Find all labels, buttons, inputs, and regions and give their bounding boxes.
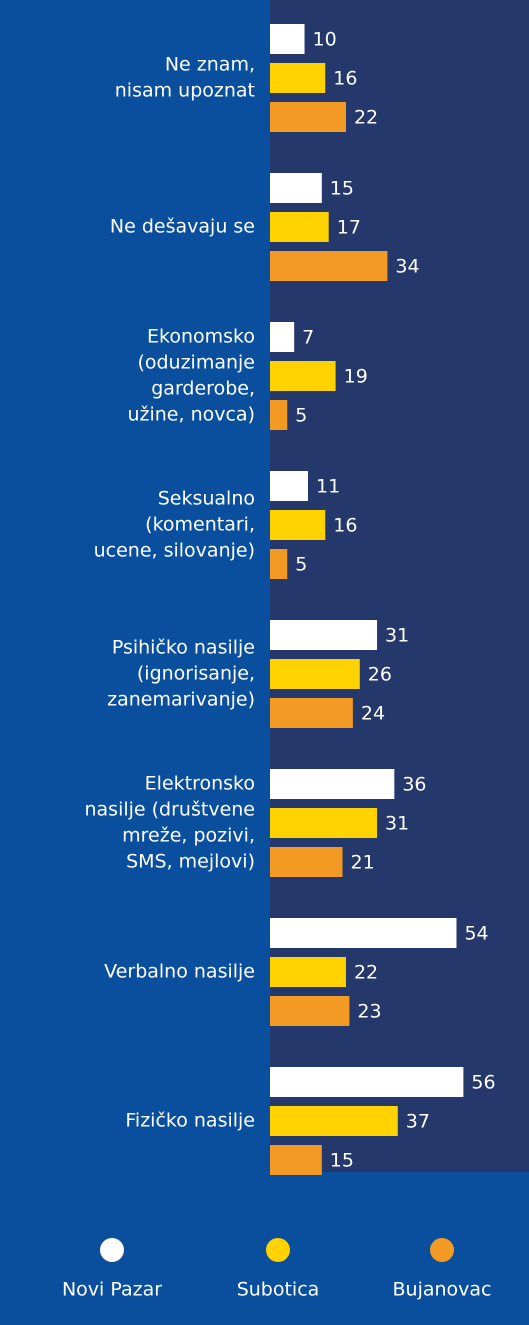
value-label: 11: [316, 476, 340, 498]
legend-label: Bujanovac: [393, 1279, 492, 1301]
bar: [270, 996, 350, 1026]
category-label: Seksualno: [158, 488, 255, 510]
category-label: mreže, pozivi,: [122, 825, 255, 847]
value-label: 17: [337, 217, 361, 239]
bar: [270, 63, 326, 93]
category-label: Ne znam,: [165, 54, 255, 76]
bar: [270, 918, 457, 948]
category-label: užine, novca): [127, 404, 255, 426]
category-label: SMS, mejlovi): [126, 851, 255, 873]
value-label: 31: [385, 813, 409, 835]
value-label: 5: [295, 405, 307, 427]
bar: [270, 659, 360, 689]
value-label: 56: [471, 1072, 495, 1094]
bar: [270, 1106, 398, 1136]
category-label: (komentari,: [145, 514, 255, 536]
value-label: 7: [302, 327, 314, 349]
bar: [270, 620, 378, 650]
category-label: (oduzimanje: [137, 352, 255, 374]
category-label: nisam upoznat: [115, 80, 255, 102]
value-label: 34: [395, 256, 419, 278]
category-label: Verbalno nasilje: [104, 961, 255, 983]
legend-marker: [430, 1238, 454, 1262]
category-label: nasilje (društvene: [85, 799, 256, 821]
bar: [270, 24, 305, 54]
bar: [270, 808, 378, 838]
bar: [270, 957, 346, 987]
bar: [270, 769, 395, 799]
value-label: 5: [295, 554, 307, 576]
value-label: 22: [354, 962, 378, 984]
value-label: 19: [344, 366, 368, 388]
bar: [270, 400, 288, 430]
bar: [270, 322, 295, 352]
value-label: 36: [402, 774, 426, 796]
category-label: Fizičko nasilje: [125, 1110, 255, 1132]
value-label: 24: [361, 703, 385, 725]
value-label: 54: [464, 923, 488, 945]
category-label: Ekonomsko: [147, 326, 255, 348]
bar: [270, 698, 353, 728]
bar: [270, 212, 329, 242]
bar: [270, 471, 308, 501]
value-label: 16: [333, 68, 357, 90]
bar: [270, 549, 288, 579]
category-label: ucene, silovanje): [94, 540, 255, 562]
bar: [270, 510, 326, 540]
legend-marker: [266, 1238, 290, 1262]
bar: [270, 1067, 464, 1097]
category-label: Psihičko nasilje: [112, 637, 255, 659]
bar: [270, 1145, 322, 1175]
category-label: Elektronsko: [145, 773, 255, 795]
legend-label: Subotica: [237, 1279, 320, 1301]
legend-label: Novi Pazar: [62, 1279, 162, 1301]
bar: [270, 102, 346, 132]
category-label: garderobe,: [151, 378, 255, 400]
value-label: 10: [313, 29, 337, 51]
bar: [270, 251, 388, 281]
value-label: 26: [368, 664, 392, 686]
value-label: 23: [357, 1001, 381, 1023]
category-label: Ne dešavaju se: [110, 216, 255, 238]
value-label: 16: [333, 515, 357, 537]
value-label: 37: [406, 1111, 430, 1133]
legend-marker: [100, 1238, 124, 1262]
bar: [270, 847, 343, 877]
value-label: 15: [330, 178, 354, 200]
value-label: 31: [385, 625, 409, 647]
value-label: 15: [330, 1150, 354, 1172]
value-label: 21: [351, 852, 375, 874]
value-label: 22: [354, 107, 378, 129]
bar: [270, 173, 322, 203]
category-label: (ignorisanje,: [137, 663, 255, 685]
bar: [270, 361, 336, 391]
category-label: zanemarivanje): [107, 689, 255, 711]
